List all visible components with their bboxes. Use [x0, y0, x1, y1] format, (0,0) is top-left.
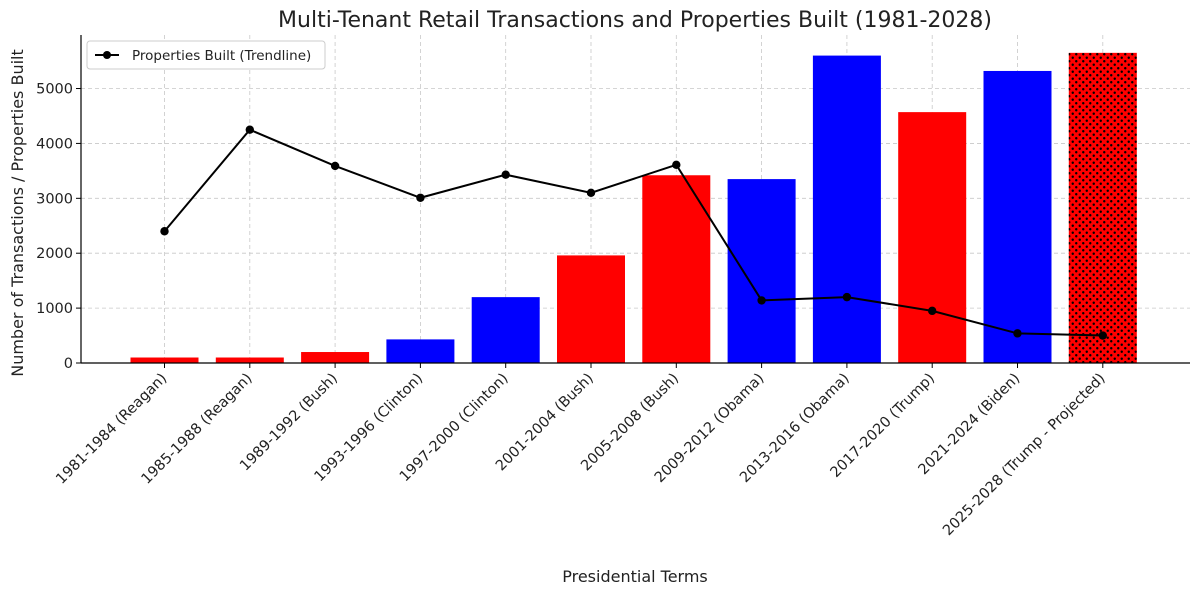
- y-axis-label: Number of Transactions / Properties Buil…: [8, 49, 27, 377]
- bar: [642, 175, 711, 363]
- y-ticks: 0 1000 2000 3000 4000 5000: [36, 82, 81, 372]
- x-axis-label: Presidential Terms: [562, 567, 708, 586]
- x-tick-label: 2025-2028 (Trump - Projected): [940, 371, 1109, 540]
- bars: [130, 52, 1137, 363]
- bar: [812, 55, 881, 363]
- y-tick-label: 3000: [36, 191, 73, 207]
- trendline-point: [1098, 331, 1108, 340]
- bar: [727, 179, 796, 363]
- trendline-point: [160, 227, 169, 236]
- trendline-point: [501, 170, 510, 179]
- bar: [983, 70, 1052, 363]
- x-ticks: 1981-1984 (Reagan)1985-1988 (Reagan)1989…: [53, 363, 1109, 540]
- trendline-point: [330, 161, 340, 171]
- legend-box: [86, 40, 326, 70]
- y-tick-label: 4000: [36, 136, 73, 152]
- trendline-point: [672, 160, 681, 170]
- trendline-path: [163, 128, 1103, 337]
- legend-marker-swatch: [103, 51, 111, 59]
- trendline-point: [245, 125, 254, 134]
- y-tick-label: 5000: [36, 82, 73, 98]
- trendline-point: [586, 188, 596, 198]
- legend-label: Properties Built (Trendline): [132, 48, 311, 64]
- bar: [898, 112, 967, 363]
- y-tick-label: 1000: [36, 301, 73, 317]
- trendline-point: [416, 193, 425, 202]
- trendline-point: [842, 292, 852, 302]
- bar: [130, 357, 199, 363]
- trendline: [160, 125, 1108, 340]
- bar: [301, 352, 370, 363]
- trendline-point: [1013, 329, 1022, 338]
- y-tick-label: 2000: [36, 246, 73, 262]
- chart-title: Multi-Tenant Retail Transactions and Pro…: [278, 8, 992, 33]
- trendline-point: [928, 306, 937, 316]
- trendline-point: [757, 296, 766, 305]
- bar: [471, 297, 540, 363]
- bar: [557, 255, 625, 363]
- bar: [215, 357, 284, 363]
- y-tick-label: 0: [64, 356, 73, 372]
- bar-hatch: [1068, 52, 1137, 363]
- legend: Properties Built (Trendline): [86, 40, 326, 70]
- bar: [386, 339, 455, 363]
